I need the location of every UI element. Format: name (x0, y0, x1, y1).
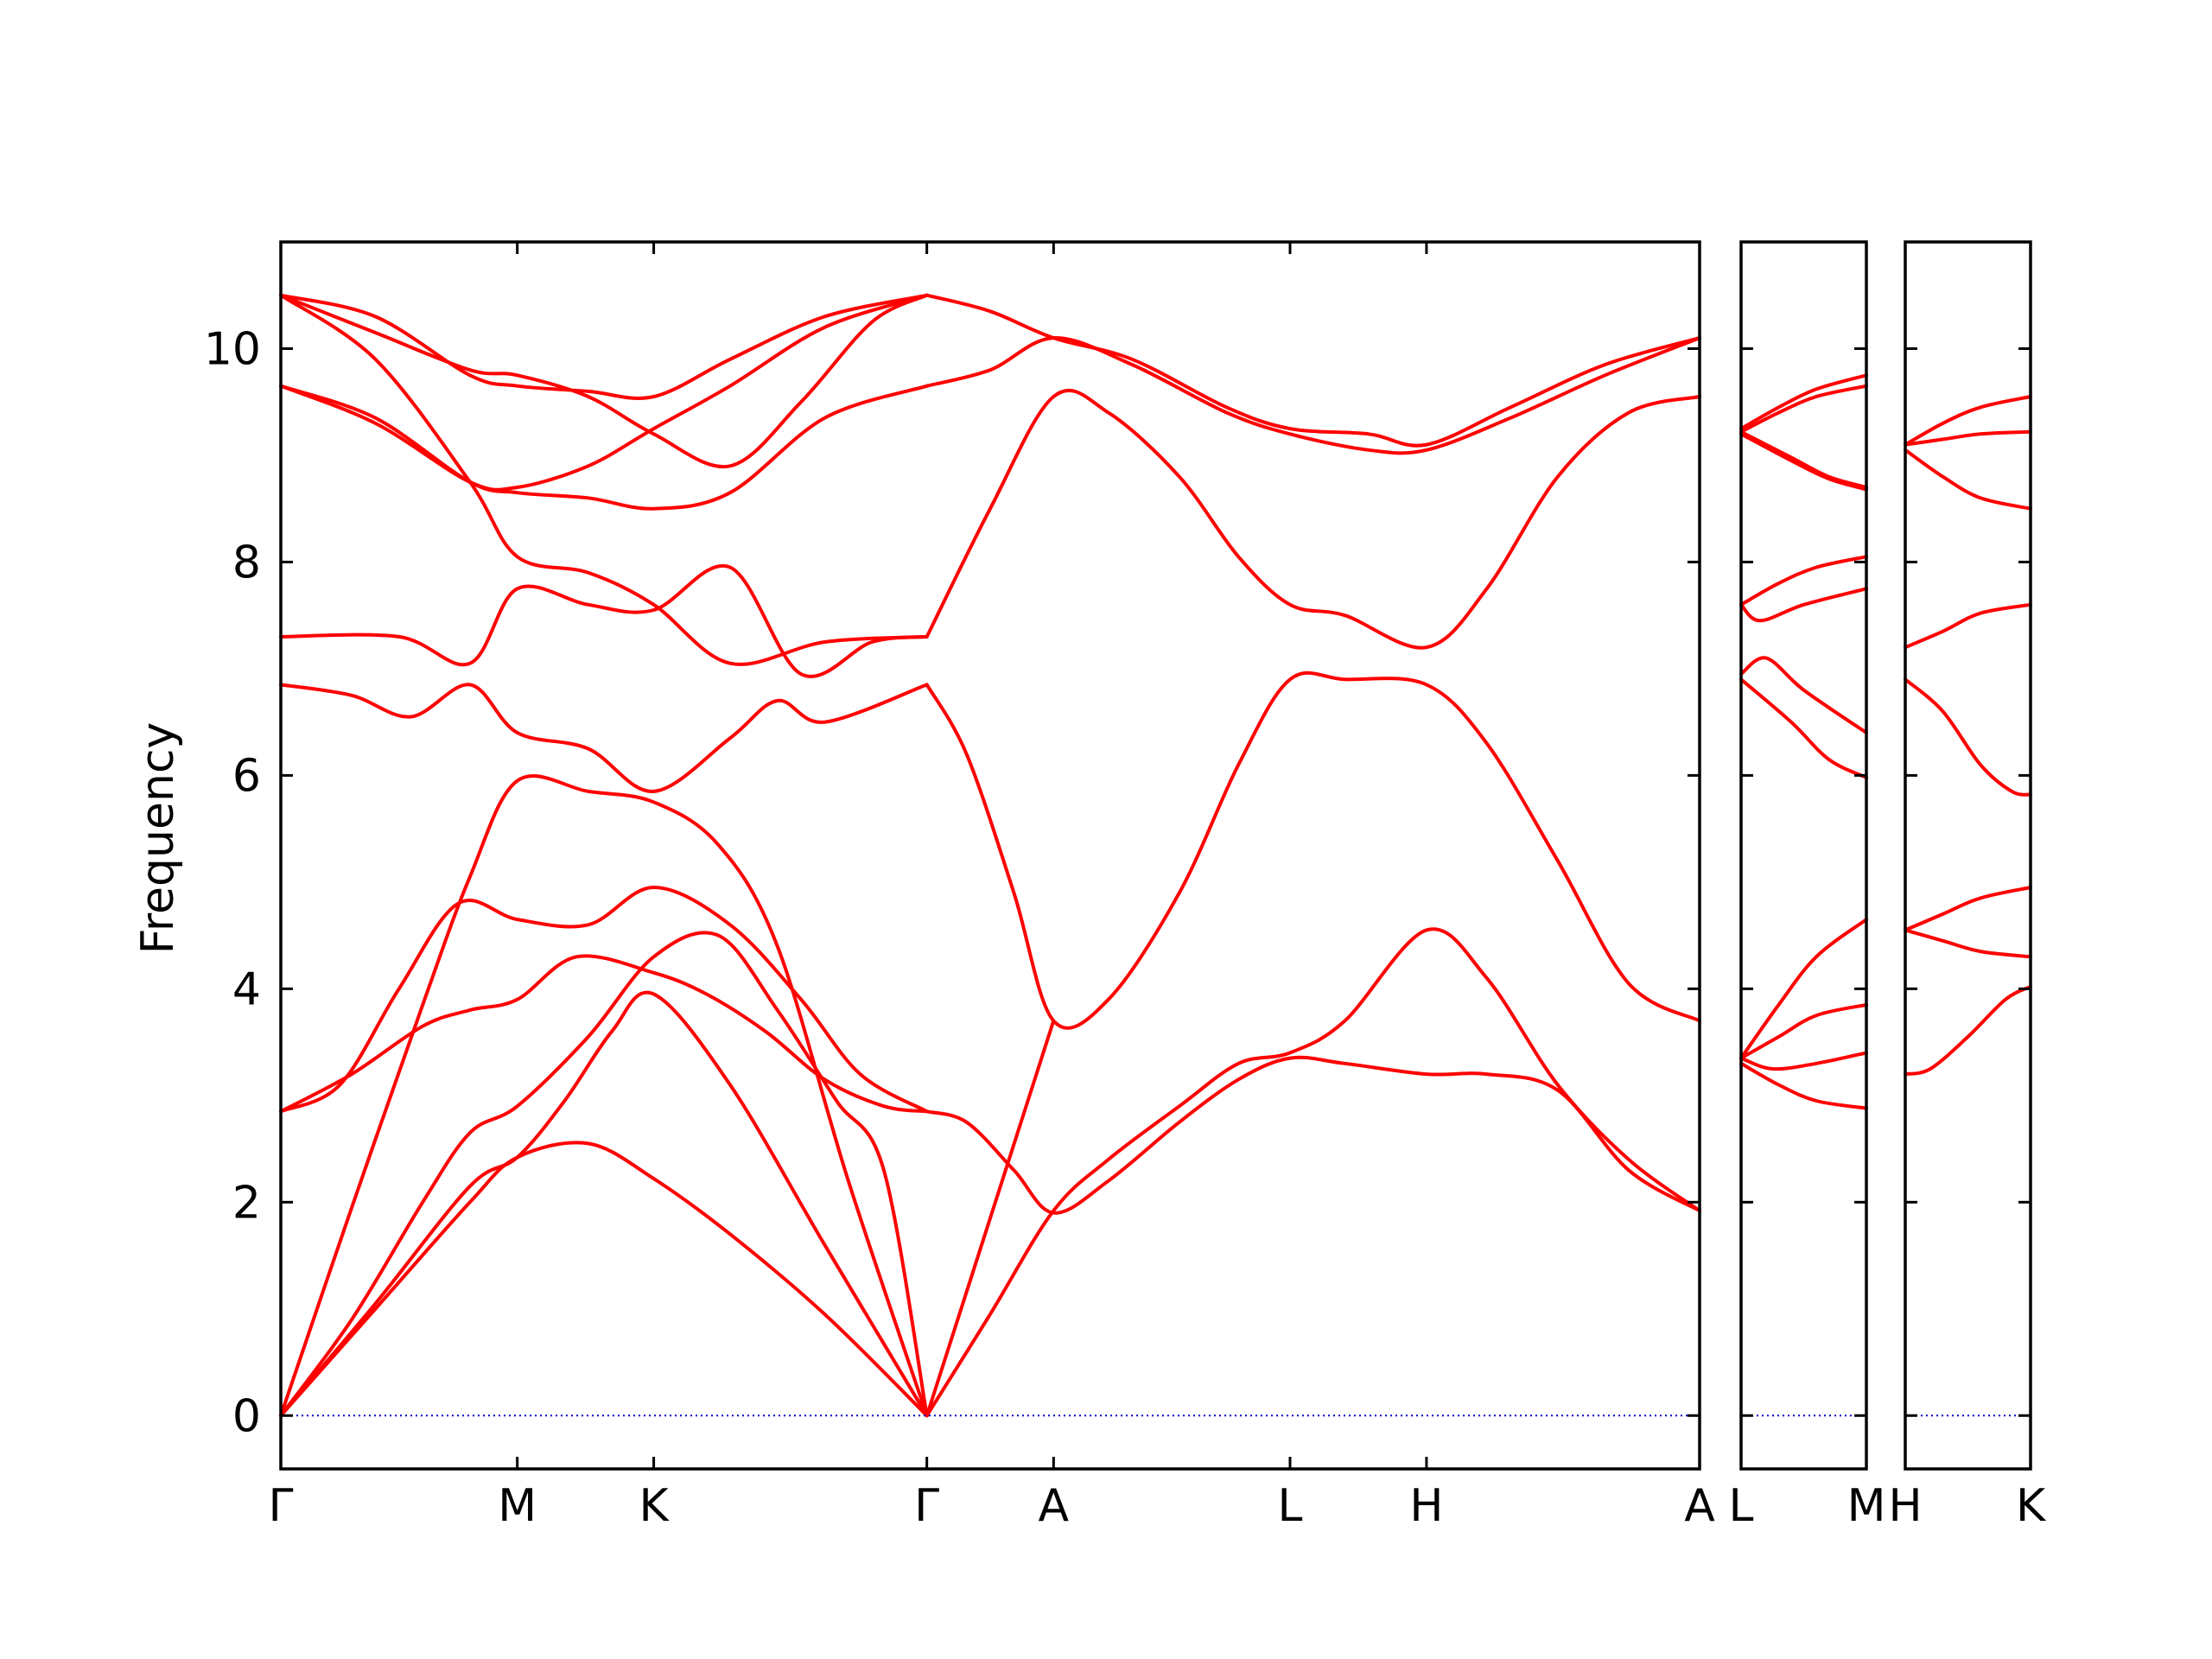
band-line-2-5 (1904, 448, 2032, 511)
x-tick-label: K (639, 1480, 671, 1532)
band-line-2-6 (1904, 429, 2032, 447)
band-line-1-11 (1739, 373, 1868, 431)
y-tick-label: 0 (232, 1390, 261, 1442)
band-line-0-0 (279, 1141, 929, 1418)
band-line-2-3 (1904, 677, 2032, 797)
band-line-1-5 (1739, 656, 1868, 734)
band-line-1-7 (1739, 555, 1868, 607)
panel-frame (1739, 240, 1868, 1471)
band-line-0-13 (925, 1055, 1701, 1215)
y-axis-label: Frequency (132, 722, 184, 955)
band-line-0-8 (279, 293, 929, 666)
band-line-1-4 (1739, 677, 1868, 779)
band-line-0-7 (279, 563, 929, 678)
band-line-1-0 (1739, 1061, 1868, 1110)
band-line-1-10 (1739, 384, 1868, 434)
band-line-2-0 (1904, 984, 2032, 1077)
band-line-0-1 (279, 990, 929, 1418)
x-tick-label: Γ (269, 1480, 294, 1532)
y-tick-label: 6 (232, 750, 261, 802)
band-line-0-16 (925, 671, 1701, 1030)
x-tick-label: A (1039, 1480, 1070, 1532)
y-tick-label: 4 (232, 963, 261, 1015)
band-line-1-6 (1739, 587, 1868, 623)
band-line-0-14 (925, 927, 1701, 1418)
y-tick-label: 8 (232, 537, 261, 588)
x-tick-label: L (1278, 1480, 1303, 1532)
y-tick-label: 10 (204, 323, 261, 375)
band-line-0-19 (925, 293, 1701, 448)
band-line-0-15 (925, 1019, 1056, 1418)
band-line-0-10 (279, 293, 929, 492)
band-line-1-2 (1739, 1002, 1868, 1060)
band-line-2-7 (1904, 395, 2032, 447)
x-tick-label: M (498, 1480, 537, 1532)
x-tick-label: A (1684, 1480, 1715, 1532)
band-line-0-6 (279, 683, 929, 793)
band-line-1-3 (1739, 918, 1868, 1060)
band-line-1-1 (1739, 1051, 1868, 1071)
y-tick-label: 2 (232, 1177, 261, 1229)
x-tick-label: L (1729, 1480, 1754, 1532)
band-line-1-9 (1739, 429, 1868, 489)
band-line-0-9 (279, 384, 929, 511)
band-line-2-4 (1904, 602, 2032, 650)
panel-frame (1904, 240, 2032, 1471)
band-line-0-11 (279, 293, 929, 400)
band-line-0-3 (279, 954, 929, 1114)
x-tick-label: H (1409, 1480, 1443, 1532)
band-curves (279, 293, 2032, 1418)
band-line-2-1 (1904, 928, 2032, 959)
axis-ticks (279, 242, 2032, 1469)
band-line-2-2 (1904, 886, 2032, 932)
band-line-0-12 (279, 293, 929, 469)
x-tick-label: K (2016, 1480, 2047, 1532)
x-tick-label: M (1847, 1480, 1886, 1532)
x-tick-label: H (1888, 1480, 1922, 1532)
panel-frames (279, 240, 2032, 1471)
band-line-1-8 (1739, 432, 1868, 492)
band-line-0-17 (925, 388, 1701, 650)
x-tick-label: Γ (914, 1480, 939, 1532)
band-line-0-4 (279, 886, 929, 1114)
band-line-0-5 (279, 774, 929, 1418)
band-line-0-18 (925, 336, 1701, 455)
panel-frame (279, 240, 1701, 1471)
band-line-0-2 (279, 931, 929, 1418)
